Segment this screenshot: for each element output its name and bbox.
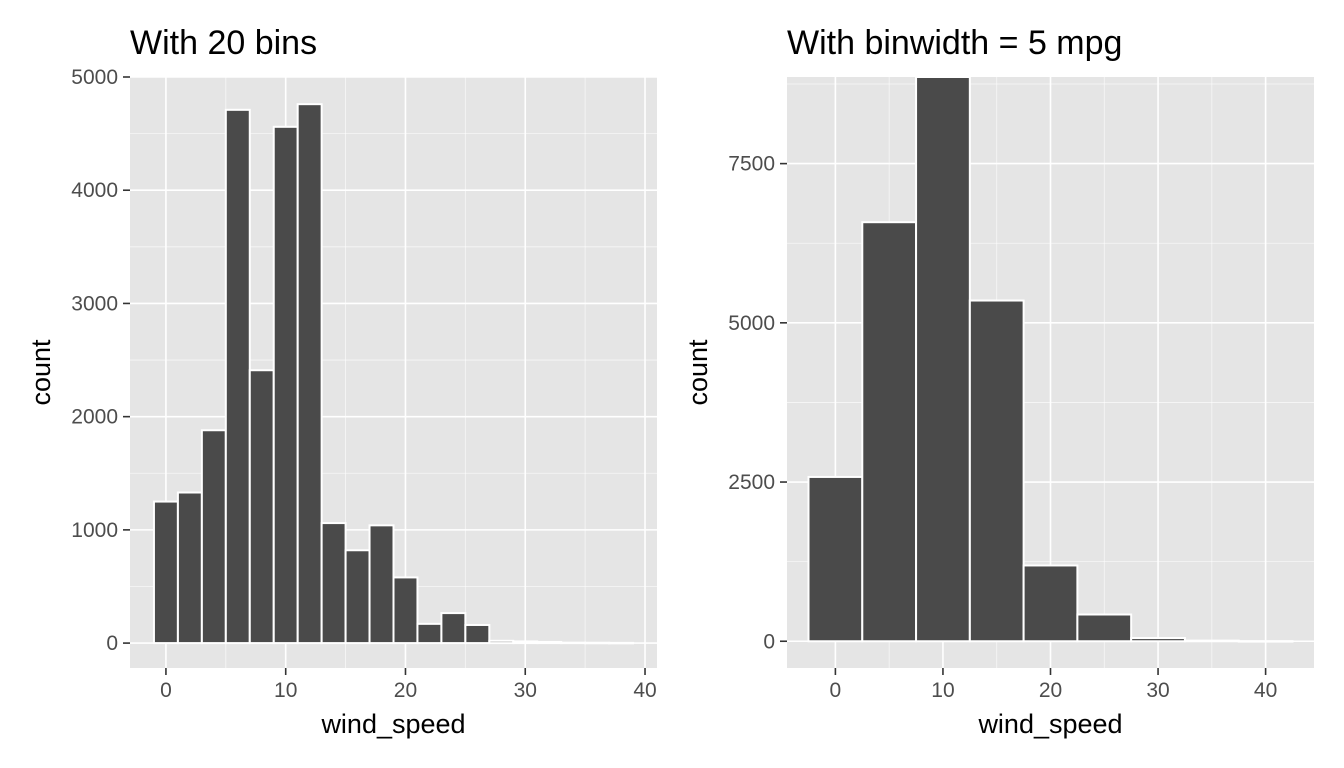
histogram-bar: [608, 641, 635, 645]
y-tick-label: 1000: [71, 519, 118, 542]
histogram-bar: [915, 76, 971, 643]
histogram-bar: [320, 522, 347, 645]
x-tick-label: 10: [274, 679, 297, 702]
histogram-bar: [1022, 564, 1079, 643]
histogram-bar: [176, 491, 203, 645]
x-axis-title: wind_speed: [977, 709, 1122, 739]
histogram-bar: [272, 125, 299, 645]
histogram-bar: [416, 622, 443, 645]
chart-title: With 20 bins: [130, 24, 317, 62]
y-tick-label: 7500: [728, 153, 775, 176]
histogram-bar: [1183, 639, 1240, 643]
x-tick-label: 40: [633, 679, 656, 702]
x-tick-label: 10: [931, 679, 954, 702]
x-tick-label: 0: [830, 679, 842, 702]
histogram-bar: [344, 549, 371, 645]
y-tick-label: 0: [106, 632, 118, 655]
panel-2: 0 10 20 30 40 0 2500 5000 7500 With binwidth = 5 …: [683, 24, 1314, 739]
histogram-bar: [536, 640, 563, 645]
histogram-bar: [368, 524, 395, 645]
histogram-bar: [1130, 637, 1186, 643]
x-tick-label: 30: [1146, 679, 1169, 702]
x-axis-title: wind_speed: [320, 709, 465, 739]
histogram-bar: [1076, 613, 1133, 643]
y-axis-title: count: [683, 339, 713, 406]
histogram-bar: [584, 641, 611, 645]
histogram-bar: [464, 623, 491, 645]
y-axis-title: count: [26, 339, 56, 406]
histogram-bar: [296, 103, 323, 645]
panel-1: 0 10 20 30 40 0 1000 2000 3000 4000 5000 With 20 bi…: [26, 24, 657, 739]
y-tick-label: 0: [763, 630, 775, 653]
x-tick-label: 30: [514, 679, 537, 702]
histogram-bar: [512, 640, 539, 645]
x-tick-label: 40: [1254, 679, 1277, 702]
histogram-bar: [488, 639, 515, 645]
x-tick-label: 20: [394, 679, 417, 702]
y-tick-label: 2500: [728, 471, 775, 494]
histogram-bar: [968, 299, 1025, 643]
x-tick-label: 20: [1039, 679, 1062, 702]
histogram-bar: [224, 108, 251, 645]
histogram-bar: [560, 641, 587, 645]
y-tick-label: 2000: [71, 406, 118, 429]
histogram-bar: [807, 475, 864, 643]
histogram-bar: [861, 221, 918, 643]
histogram-bar: [440, 612, 467, 645]
chart-title: With binwidth = 5 mpg: [787, 24, 1122, 62]
y-tick-label: 5000: [728, 312, 775, 335]
y-tick-label: 4000: [71, 179, 118, 202]
y-tick-label: 3000: [71, 292, 118, 315]
x-tick-label: 0: [160, 679, 172, 702]
histogram-bar: [248, 369, 275, 645]
y-tick-label: 5000: [71, 66, 118, 89]
histogram-bar: [1237, 640, 1294, 643]
histogram-bar: [200, 429, 227, 645]
histogram-bar: [152, 500, 179, 645]
histogram-bar: [392, 576, 419, 645]
